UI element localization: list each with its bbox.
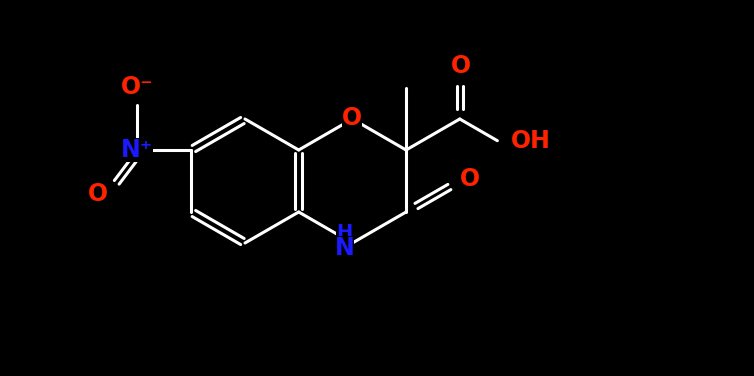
Text: O: O	[451, 54, 470, 77]
Text: N: N	[335, 236, 354, 260]
Text: H: H	[336, 223, 353, 243]
Text: N⁺: N⁺	[121, 138, 153, 162]
Text: OH: OH	[511, 129, 551, 153]
Text: O: O	[342, 106, 363, 130]
Text: O: O	[87, 182, 108, 206]
Text: O⁻: O⁻	[121, 75, 153, 99]
Text: O: O	[460, 167, 480, 191]
